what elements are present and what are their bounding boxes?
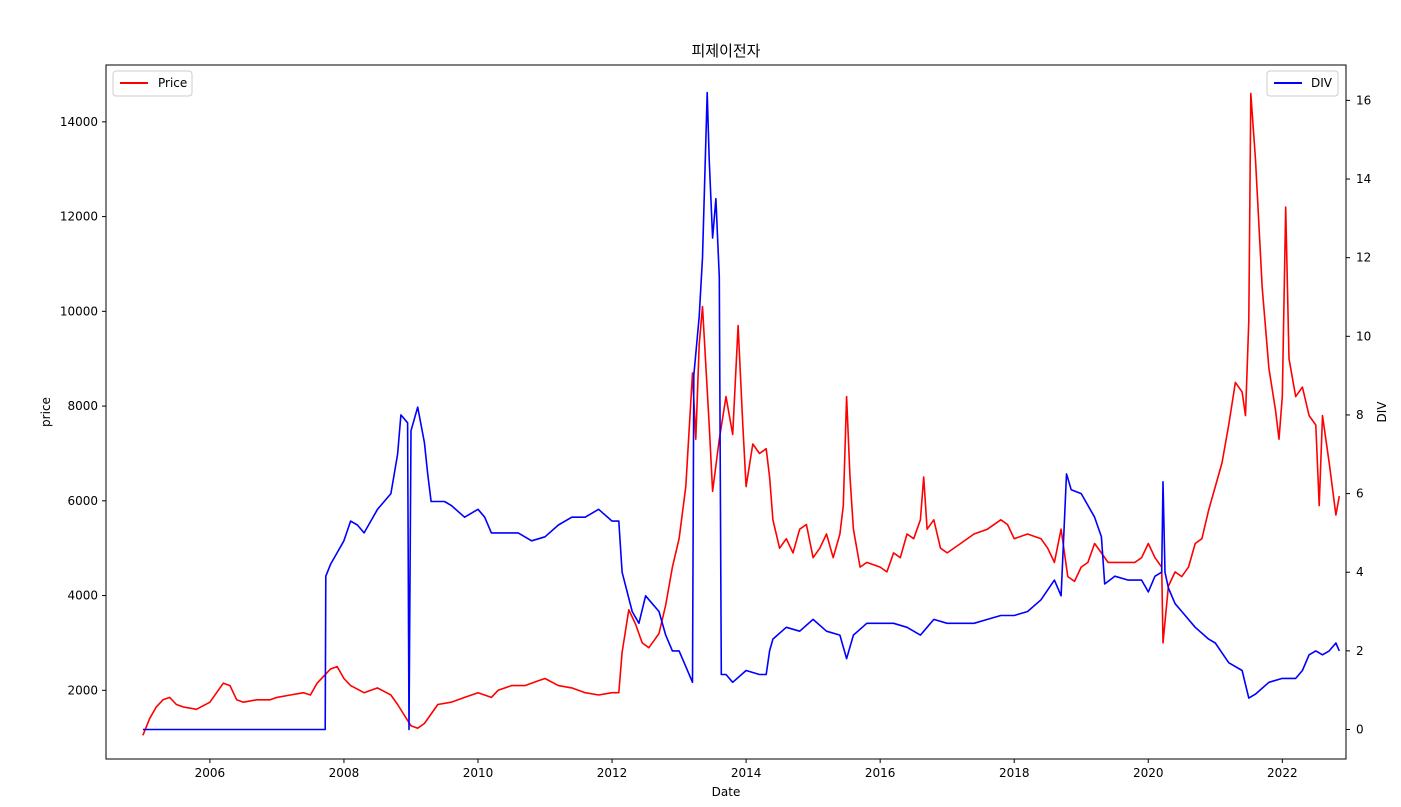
plot-frame <box>105 64 1347 760</box>
y-right-tick-label: 12 <box>1356 251 1371 265</box>
x-tick-label: 2006 <box>195 766 226 780</box>
y-left-tick-label: 10000 <box>60 304 98 318</box>
series-line-div <box>142 91 1341 731</box>
x-axis: 2006 2008 2010 2012 2014 2016 2018 2020 2022 <box>195 759 1298 780</box>
legend-div: DIV <box>1266 70 1339 97</box>
y-axis-left-label: price <box>39 397 53 427</box>
chart-title: 피제이전자 <box>691 42 760 60</box>
y-left-tick-label: 6000 <box>67 494 98 508</box>
y-left-tick-label: 14000 <box>60 115 98 129</box>
y-right-tick-label: 0 <box>1356 723 1364 737</box>
y-left-tick-label: 8000 <box>67 399 98 413</box>
y-axis-right-label: DIV <box>1375 401 1389 423</box>
y-right-tick-label: 6 <box>1356 487 1364 501</box>
y-right-tick-label: 8 <box>1356 408 1364 422</box>
x-tick-label: 2022 <box>1267 766 1298 780</box>
y-left-tick-label: 2000 <box>67 683 98 697</box>
y-axis-left: 2000 4000 6000 8000 10000 12000 14000 <box>60 115 106 697</box>
x-tick-label: 2008 <box>329 766 360 780</box>
y-right-tick-label: 10 <box>1356 329 1371 343</box>
y-right-tick-label: 4 <box>1356 565 1364 579</box>
x-tick-label: 2014 <box>731 766 762 780</box>
x-tick-label: 2018 <box>999 766 1030 780</box>
x-axis-label: Date <box>712 785 741 799</box>
y-right-tick-label: 2 <box>1356 644 1364 658</box>
y-left-tick-label: 4000 <box>67 589 98 603</box>
y-axis-right: 0 2 4 6 8 10 12 14 16 <box>1346 93 1371 737</box>
y-right-tick-label: 14 <box>1356 172 1371 186</box>
x-tick-label: 2010 <box>463 766 494 780</box>
legend-price: Price <box>112 70 193 97</box>
legend-div-box <box>1266 70 1339 97</box>
x-tick-label: 2012 <box>597 766 628 780</box>
y-right-tick-label: 16 <box>1356 93 1371 107</box>
series-line-price <box>142 92 1341 736</box>
legend-price-label: Price <box>158 76 187 90</box>
x-tick-label: 2016 <box>865 766 896 780</box>
legend-price-box <box>112 70 193 97</box>
x-tick-label: 2020 <box>1133 766 1164 780</box>
series-layer <box>142 91 1341 736</box>
y-left-tick-label: 12000 <box>60 210 98 224</box>
legend-div-label: DIV <box>1311 76 1333 90</box>
